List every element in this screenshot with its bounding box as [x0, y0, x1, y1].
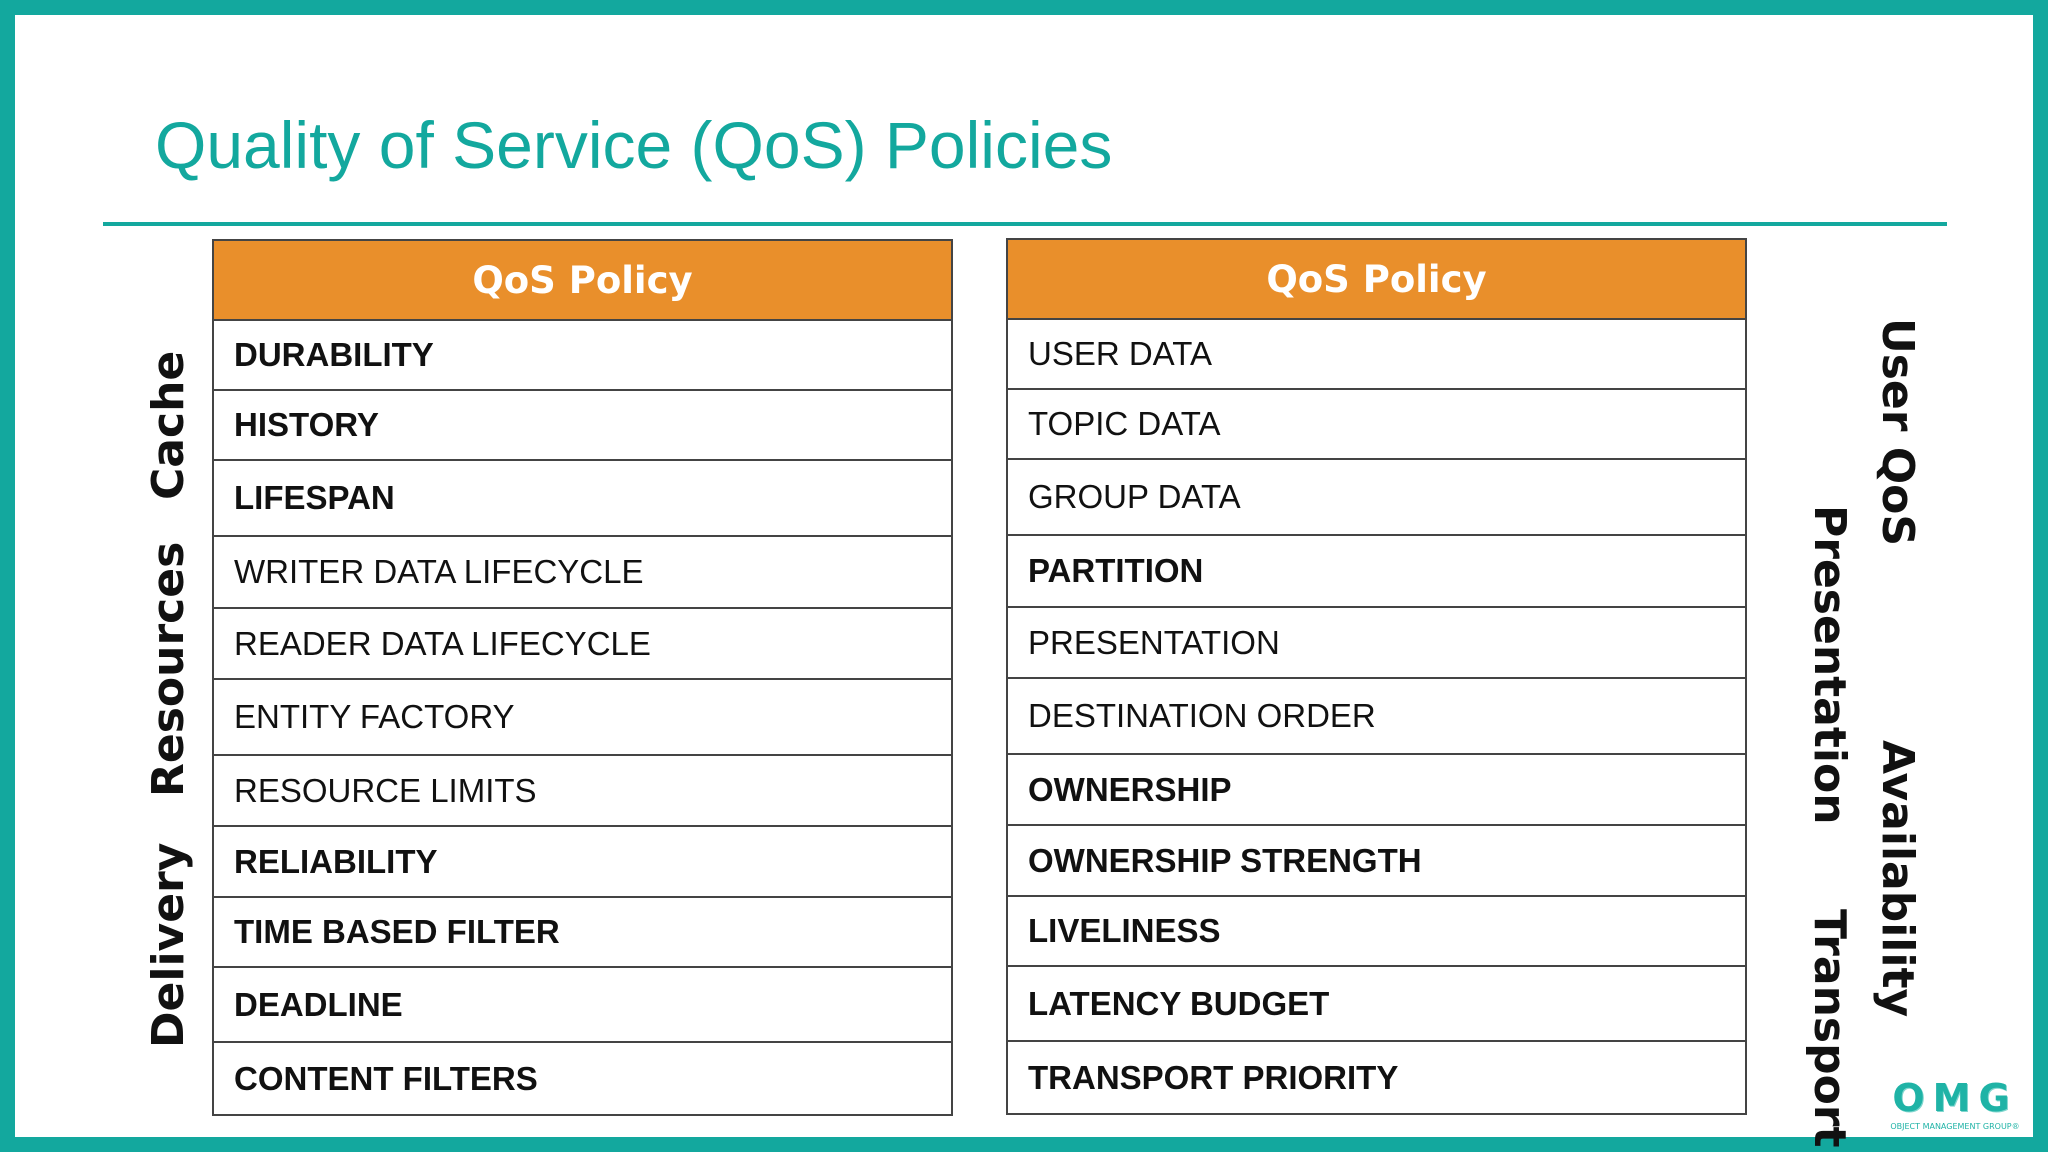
table-row: DESTINATION ORDER	[1006, 677, 1747, 755]
right-qos-table: QoS Policy USER DATA TOPIC DATA GROUP DATA…	[1006, 238, 1747, 1115]
qos-policy-cell: DURABILITY	[212, 319, 953, 391]
qos-policy-cell: LIVELINESS	[1006, 895, 1747, 967]
qos-policy-cell: PRESENTATION	[1006, 606, 1747, 679]
table-row: PARTITION	[1006, 534, 1747, 608]
table-row: TOPIC DATA	[1006, 388, 1747, 460]
table-row: TIME BASED FILTER	[212, 896, 953, 968]
category-label-availability: Availability	[1872, 740, 1923, 1018]
qos-policy-cell: TOPIC DATA	[1006, 388, 1747, 460]
qos-policy-cell: RESOURCE LIMITS	[212, 754, 953, 827]
qos-policy-cell: OWNERSHIP	[1006, 753, 1747, 826]
table-header-cell: QoS Policy	[212, 239, 953, 321]
slide-title: Quality of Service (QoS) Policies	[155, 108, 1113, 182]
table-row: LATENCY BUDGET	[1006, 965, 1747, 1042]
table-row: RESOURCE LIMITS	[212, 754, 953, 827]
category-label-presentation: Presentation	[1804, 505, 1855, 825]
category-label-resources: Resources	[143, 541, 194, 797]
qos-policy-cell: TRANSPORT PRIORITY	[1006, 1040, 1747, 1115]
qos-policy-cell: GROUP DATA	[1006, 458, 1747, 536]
qos-policy-cell: PARTITION	[1006, 534, 1747, 608]
omg-logo-letters: OMG	[1892, 1076, 2018, 1120]
qos-policy-cell: TIME BASED FILTER	[212, 896, 953, 968]
qos-policy-cell: CONTENT FILTERS	[212, 1041, 953, 1116]
table-row: DEADLINE	[212, 966, 953, 1043]
category-label-delivery: Delivery	[143, 842, 194, 1048]
table-header-cell: QoS Policy	[1006, 238, 1747, 320]
slide: Quality of Service (QoS) Policies QoS Po…	[15, 15, 2035, 1148]
table-row: HISTORY	[212, 389, 953, 461]
qos-policy-cell: OWNERSHIP STRENGTH	[1006, 824, 1747, 897]
table-row: PRESENTATION	[1006, 606, 1747, 679]
table-row: READER DATA LIFECYCLE	[212, 607, 953, 680]
table-header-row: QoS Policy	[212, 239, 953, 321]
table-row: RELIABILITY	[212, 825, 953, 898]
qos-policy-cell: ENTITY FACTORY	[212, 678, 953, 756]
category-label-user-qos: User QoS	[1872, 318, 1923, 547]
omg-logo-subtitle: OBJECT MANAGEMENT GROUP®	[1890, 1122, 2020, 1131]
qos-policy-cell: WRITER DATA LIFECYCLE	[212, 535, 953, 609]
qos-policy-cell: USER DATA	[1006, 318, 1747, 390]
qos-policy-cell: READER DATA LIFECYCLE	[212, 607, 953, 680]
table-row: TRANSPORT PRIORITY	[1006, 1040, 1747, 1115]
qos-policy-cell: DESTINATION ORDER	[1006, 677, 1747, 755]
qos-policy-cell: LATENCY BUDGET	[1006, 965, 1747, 1042]
qos-policy-cell: DEADLINE	[212, 966, 953, 1043]
table-header-row: QoS Policy	[1006, 238, 1747, 320]
table-row: OWNERSHIP STRENGTH	[1006, 824, 1747, 897]
table-row: LIVELINESS	[1006, 895, 1747, 967]
table-row: LIFESPAN	[212, 459, 953, 537]
omg-logo: OMG OBJECT MANAGEMENT GROUP®	[1875, 1078, 2035, 1136]
qos-policy-cell: HISTORY	[212, 389, 953, 461]
table-row: ENTITY FACTORY	[212, 678, 953, 756]
table-row: OWNERSHIP	[1006, 753, 1747, 826]
table-row: DURABILITY	[212, 319, 953, 391]
left-qos-table: QoS Policy DURABILITY HISTORY LIFESPAN WRIT…	[212, 239, 953, 1116]
qos-policy-cell: RELIABILITY	[212, 825, 953, 898]
title-divider	[103, 222, 1947, 226]
table-row: CONTENT FILTERS	[212, 1041, 953, 1116]
table-row: GROUP DATA	[1006, 458, 1747, 536]
category-label-transport: Transport	[1804, 909, 1855, 1148]
category-label-cache: Cache	[143, 350, 194, 500]
table-row: WRITER DATA LIFECYCLE	[212, 535, 953, 609]
qos-policy-cell: LIFESPAN	[212, 459, 953, 537]
table-row: USER DATA	[1006, 318, 1747, 390]
